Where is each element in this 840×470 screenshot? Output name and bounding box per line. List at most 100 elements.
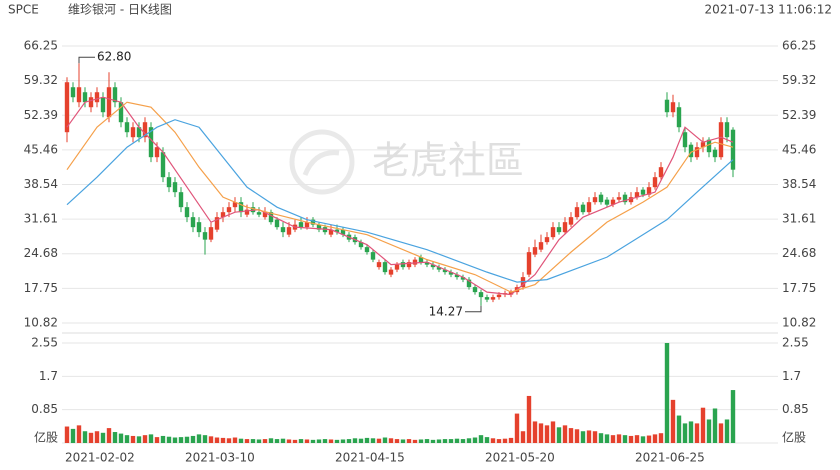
y-tick-label-right: 10.82 (782, 316, 816, 330)
volume-bar (544, 425, 550, 443)
candle-body (268, 212, 274, 223)
candle-body (166, 177, 172, 188)
volume-bar (598, 433, 604, 443)
y-tick-label-right: 17.75 (782, 281, 816, 295)
candle-body (442, 269, 448, 273)
volume-bar (82, 431, 88, 443)
candle-body (688, 144, 694, 158)
volume-bar (298, 439, 304, 443)
candle-body (112, 87, 118, 103)
ma-line (66, 119, 734, 283)
volume-bar (526, 395, 532, 443)
volume-bar (166, 436, 172, 443)
watermark-logo (289, 129, 355, 195)
volume-bar (634, 435, 640, 443)
candle-body (472, 287, 478, 293)
volume-bar (334, 439, 340, 443)
volume-bar (142, 435, 148, 443)
candle-body (604, 199, 610, 205)
volume-bar (172, 437, 178, 443)
candle-body (130, 127, 136, 138)
volume-bar (652, 434, 658, 443)
volume-bar (478, 435, 484, 443)
volume-bar (640, 436, 646, 443)
volume-bar (562, 425, 568, 443)
candle-body (250, 207, 256, 213)
candle-body (382, 262, 388, 273)
watermark: 老虎社區 (372, 139, 524, 183)
volume-bar (628, 435, 634, 443)
y-tick-label: 17.75 (24, 281, 58, 295)
volume-bar (118, 433, 124, 443)
candle-body (496, 294, 502, 298)
candle-body (70, 87, 76, 98)
candle-body (706, 139, 712, 153)
candle-body (634, 192, 640, 198)
candle-body (538, 242, 544, 250)
volume-bar (214, 437, 220, 443)
candle-body (226, 207, 232, 213)
candle-body (580, 204, 586, 213)
volume-bar (352, 438, 358, 443)
candle-body (220, 212, 226, 218)
volume-bar (502, 438, 508, 443)
volume-bar (340, 439, 346, 443)
candle-body (172, 182, 178, 193)
volume-bar (604, 434, 610, 443)
volume-bar (712, 408, 718, 443)
volume-bar (430, 439, 436, 443)
candle-body (586, 202, 592, 213)
candle-body (298, 222, 304, 228)
volume-bar (136, 436, 142, 443)
volume-bar (616, 434, 622, 443)
candle-body (358, 242, 364, 248)
candle-body (430, 264, 436, 268)
candle-body (214, 217, 220, 230)
candle-body (280, 227, 286, 233)
candle-body (670, 102, 676, 113)
candle-body (508, 292, 514, 295)
candle-body (82, 92, 88, 103)
volume-bar (292, 439, 298, 443)
volume-bar (574, 429, 580, 443)
volume-bar (382, 437, 388, 443)
volume-bar (664, 343, 670, 443)
candle-body (532, 247, 538, 255)
volume-bar (178, 437, 184, 443)
candle-body (376, 262, 382, 268)
candle-body (190, 217, 196, 228)
candle-body (310, 219, 316, 225)
y-tick-label: 45.46 (24, 142, 58, 156)
candle-body (424, 262, 430, 265)
volume-bar (532, 421, 538, 443)
volume-bar (262, 439, 268, 443)
candle-body (334, 229, 340, 233)
y2-tick-label: 亿股 (34, 430, 58, 445)
candle-body (304, 222, 310, 228)
volume-bar (358, 438, 364, 443)
volume-bar (70, 428, 76, 443)
volume-bar (424, 439, 430, 443)
volume-bar (244, 439, 250, 443)
volume-bar (376, 438, 382, 443)
candle-body (178, 192, 184, 208)
candle-body (676, 107, 682, 128)
volume-bar (268, 438, 274, 443)
candle-body (592, 197, 598, 203)
candle-body (658, 167, 664, 178)
y-tick-label: 31.61 (24, 212, 58, 226)
volume-bar (670, 399, 676, 443)
candle-body (550, 227, 556, 238)
volume-bar (202, 435, 208, 443)
volume-bar (550, 421, 556, 443)
candle-body (454, 274, 460, 278)
candle-body (262, 212, 268, 218)
candle-body (568, 217, 574, 225)
volume-bar (472, 437, 478, 443)
candle-body (88, 97, 94, 108)
candle-body (370, 252, 376, 260)
volume-bar (196, 434, 202, 443)
candle-body (412, 259, 418, 265)
candle-body (694, 147, 700, 158)
